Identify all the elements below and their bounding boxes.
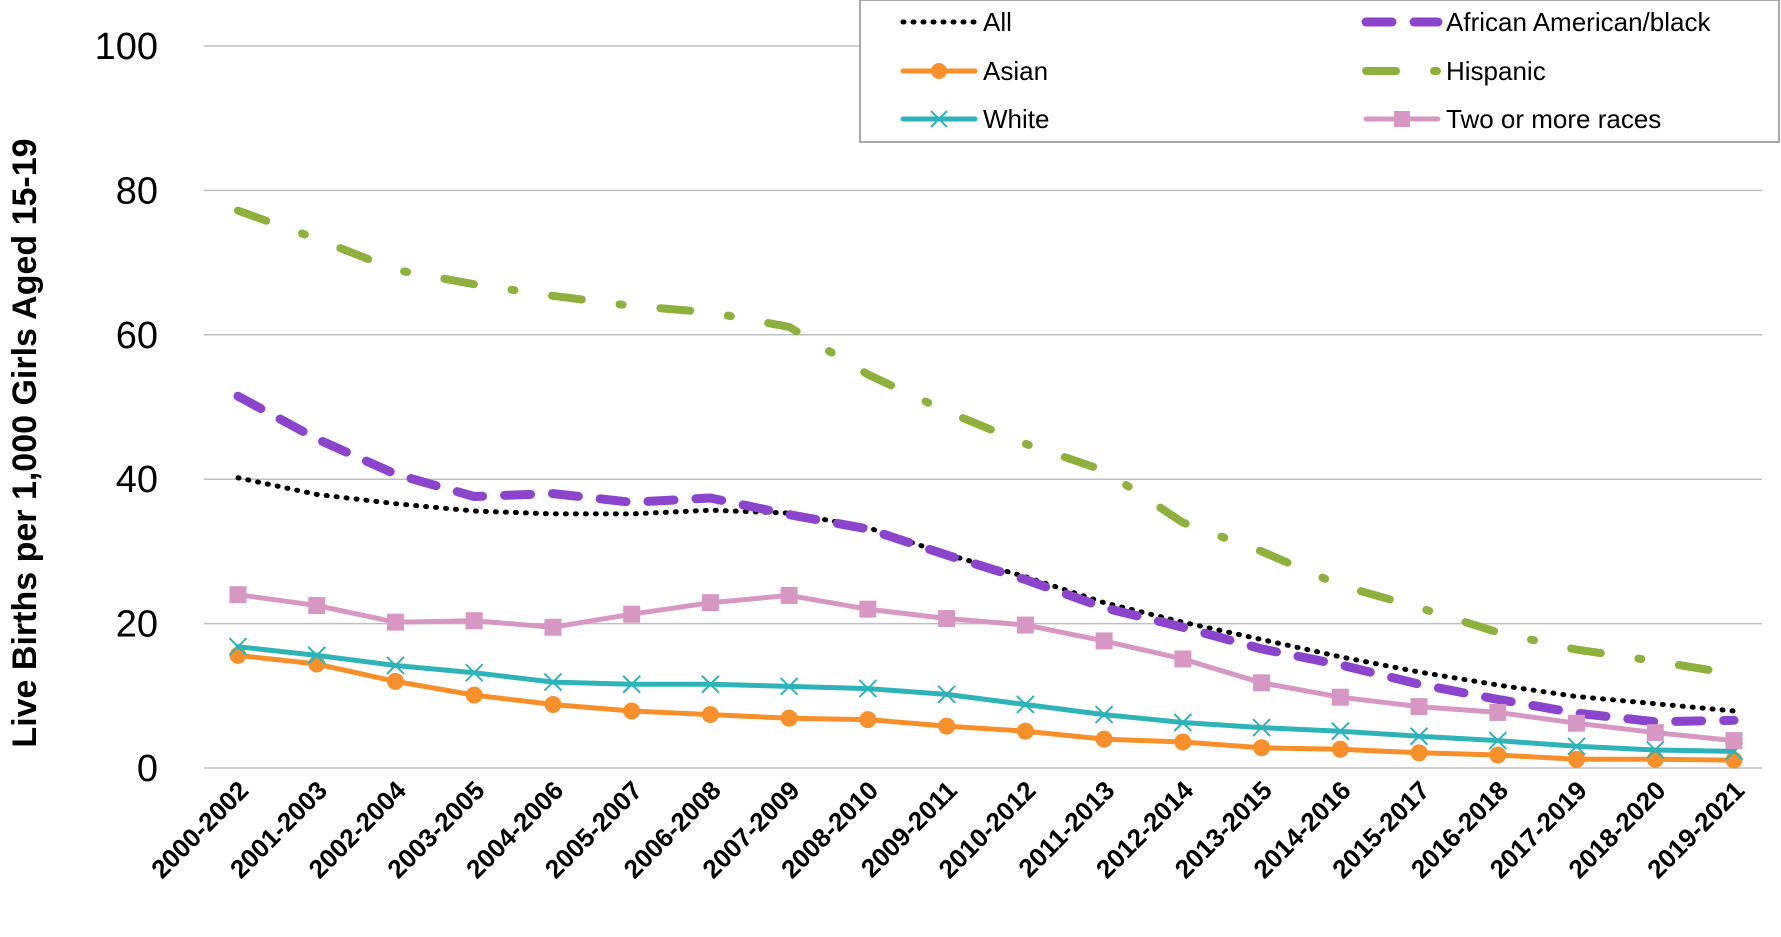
y-tick-label: 20 — [116, 604, 158, 646]
data-point — [1567, 737, 1586, 756]
series-group — [228, 206, 1744, 769]
data-point — [1725, 751, 1743, 769]
data-point — [1331, 721, 1350, 741]
data-point — [930, 110, 948, 128]
data-point — [1174, 650, 1192, 668]
data-point — [701, 594, 719, 612]
data-point — [1410, 744, 1428, 762]
y-tick-label: 0 — [137, 748, 158, 790]
data-point — [623, 605, 641, 623]
series-line — [235, 592, 1737, 744]
y-tick-label: 80 — [116, 170, 158, 212]
data-point — [1016, 616, 1034, 634]
series-hispanic — [234, 206, 1738, 679]
y-axis-label: Live Births per 1,000 Girls Aged 15-19 — [6, 138, 44, 747]
data-point — [1174, 733, 1192, 751]
data-point — [1331, 688, 1349, 706]
data-point — [780, 709, 798, 727]
data-point — [1568, 714, 1586, 732]
data-point — [1646, 750, 1664, 768]
data-point — [229, 586, 247, 604]
legend: All African American/black Asian Hispanic Wh… — [859, 0, 1780, 143]
data-point — [308, 597, 326, 615]
data-point — [1646, 740, 1665, 760]
data-point — [1016, 695, 1035, 714]
data-point — [544, 695, 562, 713]
data-point — [1253, 674, 1271, 692]
data-point — [307, 646, 326, 665]
data-point — [465, 612, 483, 630]
data-point — [465, 686, 483, 704]
series-asian — [229, 646, 1743, 769]
data-point — [1016, 722, 1034, 740]
data-point — [1253, 739, 1271, 757]
data-point — [1488, 731, 1507, 750]
series-two-or-more-races — [229, 586, 1743, 750]
data-point — [859, 711, 877, 729]
data-point — [859, 600, 877, 618]
data-point — [931, 63, 947, 79]
series-african-american-black — [233, 391, 1739, 727]
data-point — [1252, 718, 1271, 737]
y-tick-label: 40 — [116, 459, 158, 501]
data-point — [386, 672, 404, 690]
data-point — [465, 663, 484, 682]
data-point — [780, 586, 798, 604]
data-point — [386, 656, 405, 675]
data-point — [858, 679, 878, 698]
legend-box — [859, 0, 1780, 143]
data-point — [1095, 730, 1113, 748]
data-point — [1489, 703, 1507, 721]
y-tick-label: 100 — [95, 26, 158, 68]
data-point — [1568, 750, 1586, 768]
legend-label: African American/black — [1446, 7, 1711, 37]
data-point — [1725, 732, 1743, 750]
legend-label: Two or more races — [1446, 104, 1661, 134]
data-point — [701, 706, 719, 724]
data-point — [1094, 705, 1114, 724]
series-line — [235, 475, 1737, 714]
data-point — [1646, 724, 1664, 742]
gridlines — [204, 45, 1762, 769]
data-point — [1410, 698, 1428, 716]
data-point — [623, 702, 641, 720]
series-line — [234, 206, 1738, 679]
data-point — [1331, 740, 1349, 758]
y-axis-ticks: 0 20 40 60 80 100 — [95, 26, 158, 790]
data-point — [938, 717, 956, 735]
data-point — [938, 610, 956, 628]
series-line — [235, 644, 1737, 754]
legend-label: Hispanic — [1446, 56, 1546, 86]
y-tick-label: 60 — [116, 315, 158, 357]
data-point — [1409, 727, 1429, 746]
data-point — [544, 618, 562, 636]
data-point — [622, 675, 641, 694]
data-point — [1394, 111, 1410, 127]
data-point — [937, 685, 956, 704]
series-all — [235, 475, 1737, 714]
data-point — [228, 637, 248, 656]
data-point — [543, 672, 563, 692]
x-axis-ticks: 2000-20022001-20032002-20042003-20052004… — [145, 775, 1750, 885]
data-point — [701, 675, 720, 694]
data-point — [1489, 746, 1507, 764]
series-white — [228, 637, 1744, 761]
legend-label: All — [983, 7, 1012, 37]
legend-label: Asian — [983, 56, 1048, 86]
series-line — [235, 652, 1737, 763]
legend-label: White — [983, 104, 1049, 134]
data-point — [386, 613, 404, 631]
series-line — [233, 391, 1739, 727]
data-point — [1095, 632, 1113, 650]
data-point — [1173, 713, 1193, 732]
data-point — [779, 677, 799, 696]
